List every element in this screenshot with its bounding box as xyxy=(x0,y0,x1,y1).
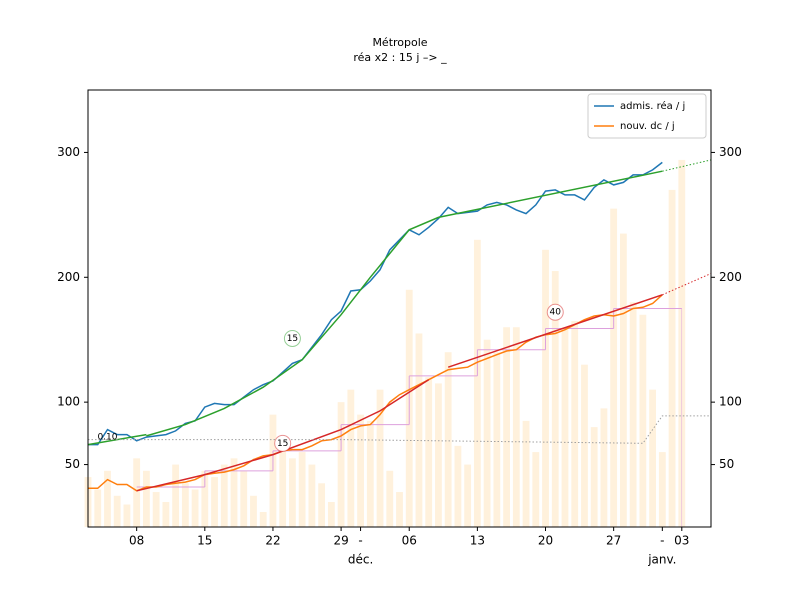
bar xyxy=(230,458,238,527)
y2-tick-label: 50 xyxy=(719,457,734,471)
x-tick-label: 08 xyxy=(129,534,144,548)
bar xyxy=(581,364,588,527)
bar xyxy=(104,470,111,527)
y2-tick-label: 300 xyxy=(719,145,742,159)
x-tick-label: 15 xyxy=(197,534,212,548)
annotation-circle xyxy=(283,329,301,347)
fit-line xyxy=(662,159,712,172)
annotation-circle xyxy=(274,434,292,452)
x-tick-label: 06 xyxy=(402,534,417,548)
annotation: 0.10 xyxy=(97,433,117,443)
y-tick-label: 300 xyxy=(57,145,80,159)
bar xyxy=(259,512,267,527)
bar xyxy=(415,333,423,527)
bar xyxy=(172,464,180,527)
bar xyxy=(473,239,481,528)
x-tick-label: - xyxy=(660,534,664,548)
bar xyxy=(133,458,141,527)
bar xyxy=(386,470,394,527)
chart-title: Métropole xyxy=(372,36,427,49)
bar xyxy=(590,427,598,527)
series-line xyxy=(88,294,663,492)
bar xyxy=(629,302,637,527)
bar xyxy=(493,352,501,527)
bar xyxy=(600,408,608,527)
bar xyxy=(444,352,452,527)
annotation: 15 xyxy=(287,334,298,344)
bar xyxy=(94,489,102,527)
bar xyxy=(308,464,316,527)
bar xyxy=(366,420,374,527)
bar xyxy=(532,452,540,527)
x-tick-label: 03 xyxy=(674,534,689,548)
bar xyxy=(551,271,559,527)
x-tick-label: 13 xyxy=(470,534,485,548)
annotation: 40 xyxy=(550,308,562,318)
y-tick-label: 100 xyxy=(57,395,80,409)
bar xyxy=(658,452,666,527)
bar xyxy=(542,249,549,527)
legend-box xyxy=(587,93,707,139)
bar xyxy=(123,504,131,527)
y-tick-label: 200 xyxy=(57,270,80,284)
y-tick-label: 50 xyxy=(65,457,80,471)
bar xyxy=(211,477,218,527)
bar xyxy=(347,389,355,527)
bar xyxy=(619,233,627,528)
x-tick-label: 22 xyxy=(265,534,280,548)
bar xyxy=(454,445,462,527)
bar xyxy=(250,495,257,527)
bar xyxy=(240,470,248,527)
fit-line xyxy=(88,415,711,444)
bar xyxy=(425,377,433,527)
fit-line xyxy=(136,379,430,492)
x-month-label: janv. xyxy=(647,553,676,567)
fit-line xyxy=(146,170,663,437)
bar xyxy=(503,327,510,527)
bar xyxy=(639,314,647,527)
x-tick-label: 20 xyxy=(538,534,553,548)
x-month-label: déc. xyxy=(348,553,373,567)
y2-tick-label: 100 xyxy=(719,395,742,409)
bar xyxy=(435,383,442,527)
bar xyxy=(181,483,189,527)
y2-tick-label: 200 xyxy=(719,270,742,284)
legend-label: admis. réa / j xyxy=(620,100,685,112)
annotation-circle xyxy=(546,303,564,321)
bar xyxy=(327,502,335,527)
bar xyxy=(318,483,326,527)
bar xyxy=(162,502,170,527)
bar xyxy=(512,327,520,527)
legend-label: nouv. dc / j xyxy=(620,121,675,132)
bar xyxy=(289,458,296,527)
bar xyxy=(220,464,228,527)
x-tick-label: 29 xyxy=(333,534,348,548)
bar xyxy=(561,327,569,527)
plot-frame xyxy=(87,89,712,528)
bar xyxy=(191,489,199,527)
bar xyxy=(464,464,472,527)
x-tick-label: 27 xyxy=(606,534,621,548)
bar xyxy=(337,402,345,527)
bar xyxy=(279,439,287,527)
annotation: 15 xyxy=(277,439,288,449)
bar xyxy=(483,339,491,527)
bar xyxy=(376,389,384,527)
chart-subtitle: réa x2 : 15 j –> _ xyxy=(353,51,447,64)
bar xyxy=(113,495,121,527)
bar xyxy=(152,492,160,527)
bar xyxy=(571,320,579,527)
bar xyxy=(298,452,306,527)
bar xyxy=(357,414,364,527)
fit-line xyxy=(447,294,663,368)
bar xyxy=(522,420,530,527)
bar xyxy=(142,470,150,527)
bar xyxy=(396,492,403,527)
bar xyxy=(668,189,676,527)
bar xyxy=(649,389,657,527)
bar xyxy=(201,470,209,527)
x-tick-label: - xyxy=(358,534,362,548)
bar xyxy=(610,208,618,527)
